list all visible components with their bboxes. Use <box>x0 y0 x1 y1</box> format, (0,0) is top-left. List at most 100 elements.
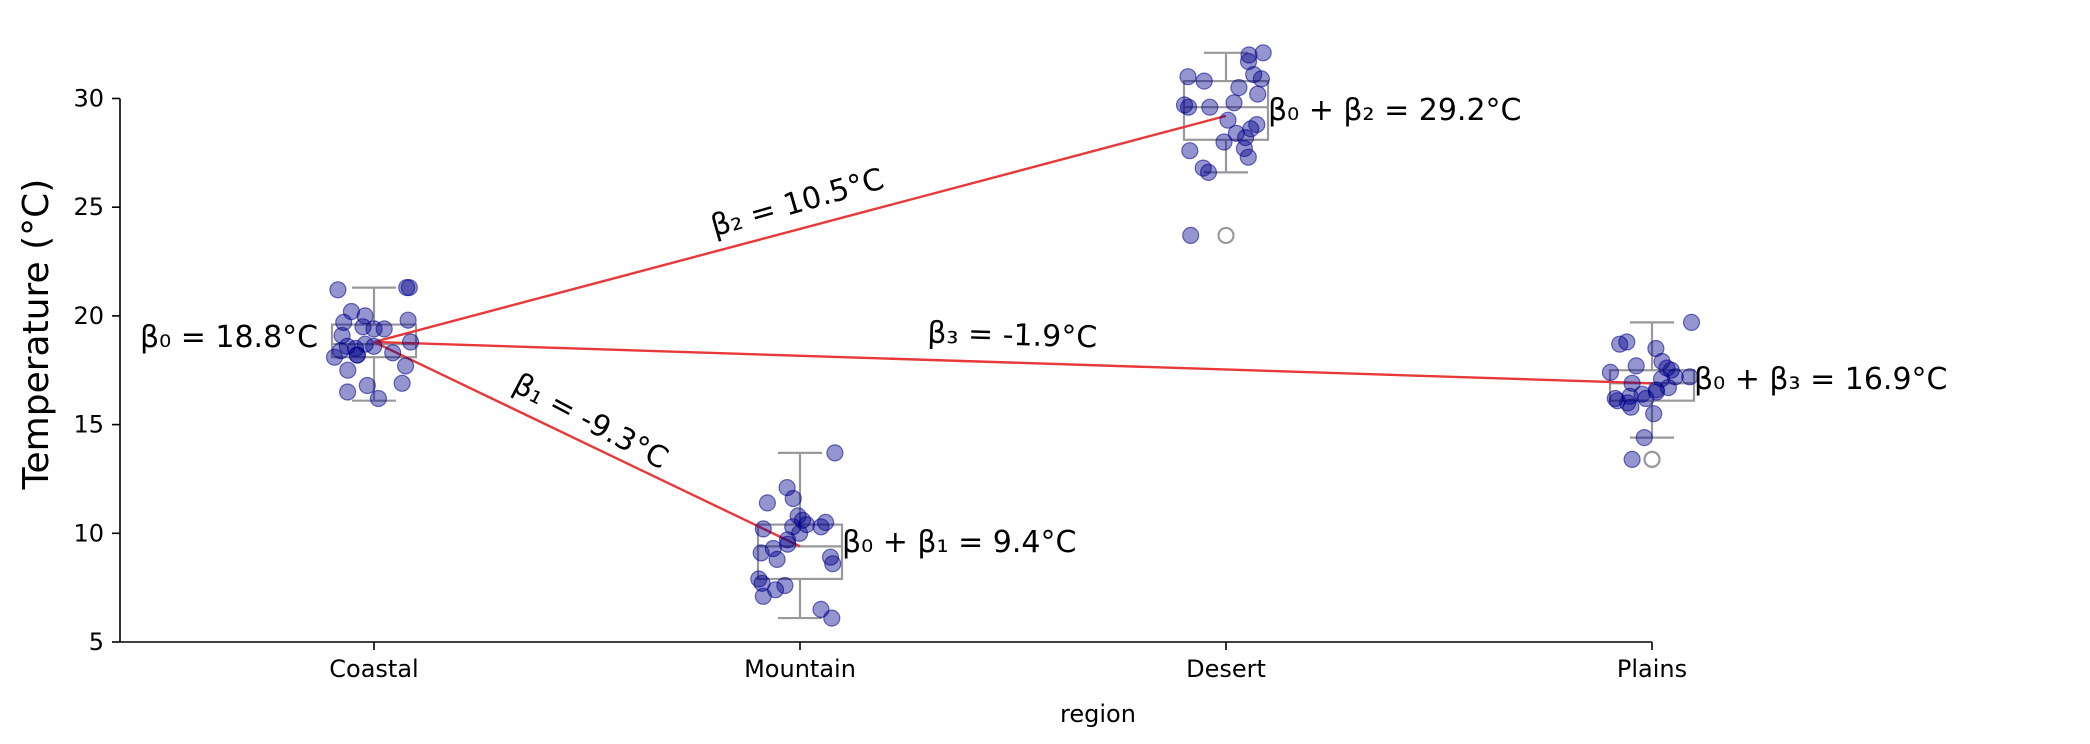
data-point <box>365 337 383 355</box>
data-point <box>384 344 402 362</box>
data-point <box>784 489 802 508</box>
data-point <box>778 479 796 497</box>
data-point <box>1201 98 1219 116</box>
data-point <box>339 361 357 379</box>
data-point <box>1199 163 1218 181</box>
data-point <box>1179 68 1197 86</box>
data-point <box>1611 335 1629 353</box>
data-point <box>1181 142 1199 160</box>
y-tick-label: 30 <box>73 84 104 112</box>
data-point <box>1622 398 1640 416</box>
annotation-beta2-delta: β₂ = 10.5°C <box>707 162 888 244</box>
data-point <box>365 320 383 338</box>
data-point <box>348 346 366 364</box>
data-point <box>1681 368 1699 386</box>
data-point <box>358 376 376 395</box>
x-tick-label: Plains <box>1617 655 1687 683</box>
coef-line-beta2 <box>373 114 1227 344</box>
data-point <box>397 357 415 375</box>
data-point <box>797 515 816 534</box>
box-outlier <box>1643 450 1661 468</box>
data-point <box>812 518 830 536</box>
y-tick-label: 10 <box>73 519 104 547</box>
data-point <box>823 609 841 627</box>
data-point <box>1623 374 1641 392</box>
data-point <box>393 374 411 392</box>
annotation-beta0: β₀ = 18.8°C <box>140 320 318 355</box>
annotation-beta3-delta: β₃ = -1.9°C <box>927 316 1098 356</box>
data-point <box>399 311 417 329</box>
data-point <box>1252 70 1271 88</box>
y-tick-label: 15 <box>73 411 104 439</box>
data-point <box>821 548 840 566</box>
annotation-beta2-total: β₀ + β₂ = 29.2°C <box>1268 93 1522 128</box>
data-point <box>1215 133 1233 151</box>
data-point <box>779 535 797 553</box>
data-point <box>354 318 372 336</box>
data-point <box>1601 363 1620 381</box>
x-tick-label: Mountain <box>744 655 856 683</box>
data-point <box>356 307 374 325</box>
data-point <box>1682 313 1701 331</box>
data-point <box>752 544 770 562</box>
coefficient-lines <box>373 114 1653 548</box>
data-point <box>375 320 393 338</box>
data-point <box>826 444 844 462</box>
y-tick-label: 5 <box>89 628 104 656</box>
data-point <box>1652 370 1671 388</box>
data-point <box>824 555 842 573</box>
data-point <box>329 281 347 299</box>
data-point <box>784 518 802 536</box>
data-point <box>754 587 772 605</box>
data-point <box>1635 429 1653 447</box>
y-tick-label: 20 <box>73 302 104 330</box>
data-point <box>347 339 365 358</box>
data-point <box>776 576 794 595</box>
x-tick-label: Coastal <box>329 655 418 683</box>
data-point <box>1182 226 1200 244</box>
data-point <box>778 531 797 549</box>
data-point <box>400 279 418 297</box>
x-axis-label: region <box>1060 700 1136 728</box>
data-point <box>1249 85 1267 103</box>
box-desert <box>1182 51 1270 245</box>
data-point <box>1239 148 1257 166</box>
data-point <box>1637 389 1655 408</box>
data-point <box>1235 139 1254 158</box>
box-coastal <box>330 286 418 402</box>
data-point <box>369 389 387 408</box>
axes: 5 10 15 20 25 30 Coastal Mountain Desert Plains <box>73 84 1687 683</box>
annotation-beta3-total: β₀ + β₃ = 16.9°C <box>1694 362 1948 397</box>
data-point <box>1623 450 1641 468</box>
y-tick-label: 25 <box>73 193 104 221</box>
data-point <box>758 494 777 512</box>
data-point <box>1240 46 1258 64</box>
annotation-beta1-delta: β₁ = -9.3°C <box>507 367 674 477</box>
data-point <box>1239 52 1258 71</box>
data-point <box>333 326 351 345</box>
data-point <box>1225 94 1243 112</box>
data-point <box>768 550 786 569</box>
data-points <box>325 44 1701 627</box>
coef-line-beta3 <box>373 340 1653 385</box>
data-point <box>402 333 420 351</box>
x-tick-label: Desert <box>1186 655 1266 683</box>
data-point <box>1219 111 1237 129</box>
data-point <box>1179 98 1198 116</box>
data-point <box>339 383 357 401</box>
data-point <box>754 520 772 538</box>
data-point <box>1254 44 1272 62</box>
data-point <box>1645 405 1663 423</box>
data-point <box>1195 72 1213 90</box>
y-axis-label: Temperature (°C) <box>16 179 57 491</box>
data-point <box>1647 383 1666 401</box>
coef-line-beta1 <box>373 340 801 548</box>
data-point <box>342 302 360 321</box>
annotation-beta1-total: β₀ + β₁ = 9.4°C <box>842 525 1076 560</box>
data-point <box>325 348 344 366</box>
data-point <box>332 342 350 360</box>
data-point <box>1230 78 1248 97</box>
box-outlier <box>1217 226 1235 245</box>
data-point <box>1627 357 1645 375</box>
